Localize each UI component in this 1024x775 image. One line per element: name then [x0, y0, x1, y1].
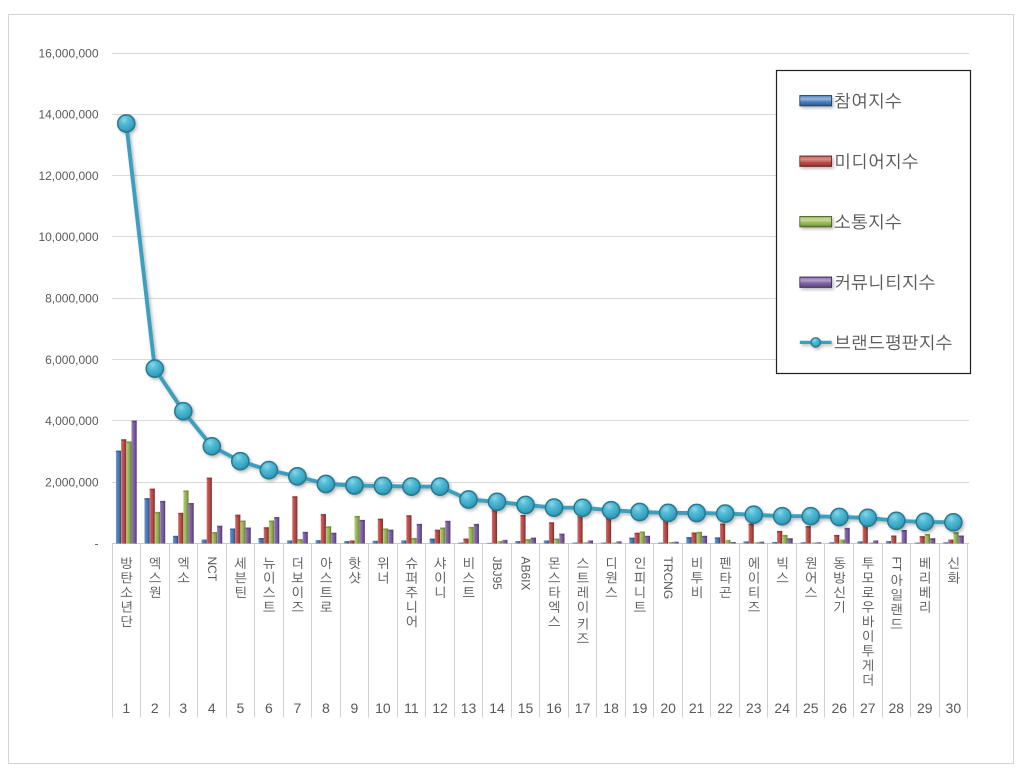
svg-text:8: 8	[322, 700, 330, 716]
svg-text:4: 4	[208, 700, 216, 716]
svg-text:6,000,000: 6,000,000	[45, 353, 99, 367]
svg-text:NCT: NCT	[205, 557, 219, 582]
svg-text:-: -	[95, 537, 99, 551]
svg-text:18: 18	[603, 700, 619, 716]
svg-text:8,000,000: 8,000,000	[45, 292, 99, 306]
svg-text:11: 11	[404, 700, 419, 716]
svg-text:10: 10	[375, 700, 391, 716]
svg-text:19: 19	[632, 700, 648, 716]
svg-text:28: 28	[889, 700, 905, 716]
svg-text:27: 27	[860, 700, 876, 716]
svg-text:21: 21	[689, 700, 705, 716]
svg-text:2: 2	[151, 700, 159, 716]
svg-text:7: 7	[293, 700, 301, 716]
svg-text:TRCNG: TRCNG	[661, 557, 675, 600]
svg-text:25: 25	[803, 700, 819, 716]
svg-text:20: 20	[660, 700, 676, 716]
svg-text:16,000,000: 16,000,000	[38, 46, 98, 60]
svg-text:14: 14	[489, 700, 505, 716]
svg-text:13: 13	[461, 700, 477, 716]
svg-text:15: 15	[518, 700, 534, 716]
svg-text:2,000,000: 2,000,000	[45, 475, 99, 489]
svg-text:22: 22	[717, 700, 733, 716]
svg-text:JBJ95: JBJ95	[490, 557, 504, 591]
svg-text:FT: FT	[889, 557, 903, 572]
svg-text:12,000,000: 12,000,000	[38, 169, 98, 183]
svg-text:6: 6	[265, 700, 273, 716]
svg-text:12: 12	[432, 700, 448, 716]
svg-text:5: 5	[236, 700, 244, 716]
svg-text:1: 1	[122, 700, 130, 716]
svg-text:4,000,000: 4,000,000	[45, 414, 99, 428]
svg-text:29: 29	[917, 700, 933, 716]
svg-text:3: 3	[179, 700, 187, 716]
svg-text:26: 26	[831, 700, 847, 716]
svg-text:14,000,000: 14,000,000	[38, 108, 98, 122]
svg-text:24: 24	[774, 700, 790, 716]
svg-text:10,000,000: 10,000,000	[38, 230, 98, 244]
svg-text:23: 23	[746, 700, 762, 716]
svg-text:16: 16	[546, 700, 562, 716]
svg-text:9: 9	[351, 700, 359, 716]
svg-text:17: 17	[575, 700, 591, 716]
svg-text:AB6IX: AB6IX	[519, 557, 533, 591]
svg-text:30: 30	[946, 700, 962, 716]
